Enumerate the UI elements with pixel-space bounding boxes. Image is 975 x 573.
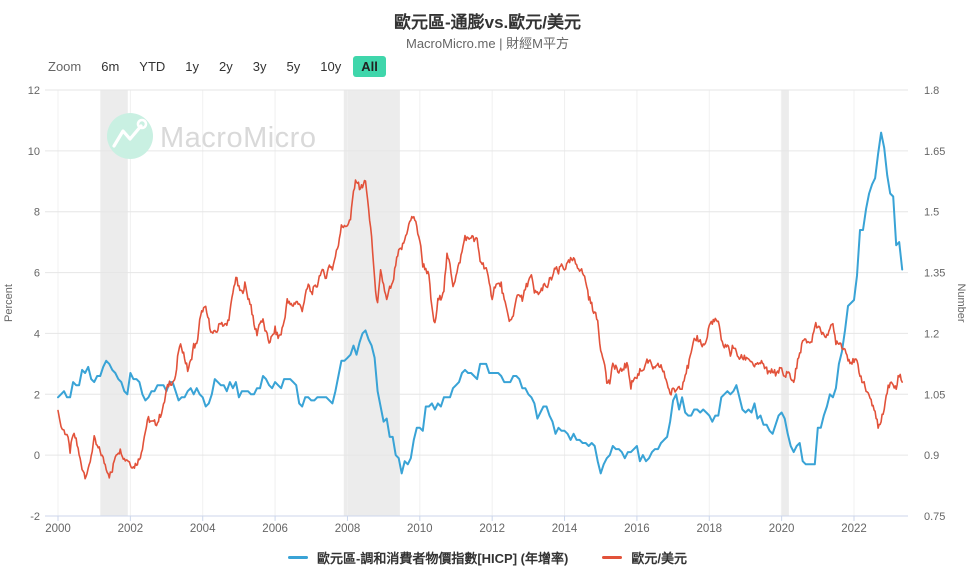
- logo-zigzag-icon: [112, 124, 143, 148]
- zoom-buttons-group: 6m YTD 1y 2y 3y 5y 10y All: [91, 56, 388, 77]
- y-axis-label-right: 1.2: [924, 328, 939, 340]
- y-axis-label-right: 0.75: [924, 511, 945, 523]
- y-axis-label-left: 12: [28, 85, 40, 97]
- recession-band: [100, 90, 128, 516]
- recession-bands: [100, 90, 789, 516]
- zoom-button-1y[interactable]: 1y: [177, 56, 207, 77]
- watermark-text: MacroMicro: [160, 122, 316, 154]
- x-axis-label: 2018: [697, 523, 723, 535]
- legend-marker-icon: [602, 556, 623, 559]
- vertical-gridlines: [57, 90, 855, 516]
- macromicro-logo-icon: [107, 113, 153, 159]
- zoom-button-3y[interactable]: 3y: [245, 56, 275, 77]
- legend-label: 歐元區-調和消費者物價指數[HICP] (年增率): [317, 551, 569, 566]
- chart-subtitle: MacroMicro.me | 財經M平方: [406, 36, 569, 51]
- x-axis-label: 2004: [190, 523, 216, 535]
- zoom-toolbar: Zoom 6m YTD 1y 2y 3y 5y 10y All: [48, 56, 388, 77]
- x-axis-label: 2006: [262, 523, 288, 535]
- zoom-label: Zoom: [48, 59, 82, 74]
- x-axis-label: 2010: [407, 523, 433, 535]
- macromicro-watermark: MacroMicro: [107, 113, 316, 159]
- x-axis-label: 2002: [118, 523, 144, 535]
- axes: [45, 515, 908, 521]
- legend-marker-icon: [288, 556, 309, 559]
- x-axis-label: 2020: [769, 523, 795, 535]
- recession-band: [780, 90, 789, 516]
- x-axis-label: 2008: [335, 523, 361, 535]
- y-axis-label-left: 0: [34, 450, 40, 462]
- y-axis-label-left: 10: [28, 146, 40, 158]
- chart-legend: 歐元區-調和消費者物價指數[HICP] (年增率) 歐元/美元: [0, 548, 975, 567]
- y-axis-label-left: 6: [34, 268, 40, 280]
- x-axis-label: 2012: [479, 523, 505, 535]
- y-axis-label-right: 1.5: [924, 207, 939, 219]
- legend-item-hicp[interactable]: 歐元區-調和消費者物價指數[HICP] (年增率): [288, 548, 568, 567]
- zoom-button-5y[interactable]: 5y: [279, 56, 309, 77]
- y-axis-title-right: Number: [955, 283, 967, 322]
- logo-ring-icon: [136, 118, 148, 130]
- y-axis-label-left: 4: [34, 328, 40, 340]
- zoom-button-all[interactable]: All: [353, 56, 386, 77]
- zoom-button-6m[interactable]: 6m: [93, 56, 127, 77]
- series-line-hicp: [57, 131, 904, 475]
- data-series: [57, 131, 904, 480]
- zoom-button-ytd[interactable]: YTD: [131, 56, 173, 77]
- y-axis-label-right: 0.9: [924, 450, 939, 462]
- series-line-eurusd: [57, 179, 903, 480]
- x-axis-label: 2022: [841, 523, 867, 535]
- legend-label: 歐元/美元: [631, 551, 687, 566]
- y-axis-label-left: 2: [34, 389, 40, 401]
- x-axis-label: 2016: [624, 523, 650, 535]
- zoom-button-2y[interactable]: 2y: [211, 56, 241, 77]
- y-axis-label-right: 1.8: [924, 85, 939, 97]
- y-axis-title-left: Percent: [3, 284, 15, 322]
- legend-item-eurusd[interactable]: 歐元/美元: [602, 548, 687, 567]
- axis-labels: 12 10 8 6 4 2 0 -2 1.8 1.65 1.5 1.35 1.2 1.05 0.9 0.75 2…: [28, 85, 946, 535]
- x-axis-label: 2014: [552, 523, 578, 535]
- y-axis-label-left: -2: [30, 511, 40, 523]
- y-axis-label-right: 1.65: [924, 146, 945, 158]
- zoom-button-10y[interactable]: 10y: [312, 56, 349, 77]
- y-axis-label-right: 1.35: [924, 268, 945, 280]
- y-axis-label-left: 8: [34, 207, 40, 219]
- y-axis-label-right: 1.05: [924, 389, 945, 401]
- recession-band: [343, 90, 400, 516]
- x-axis-label: 2000: [45, 523, 71, 535]
- chart-title: 歐元區-通膨vs.歐元/美元: [393, 13, 582, 32]
